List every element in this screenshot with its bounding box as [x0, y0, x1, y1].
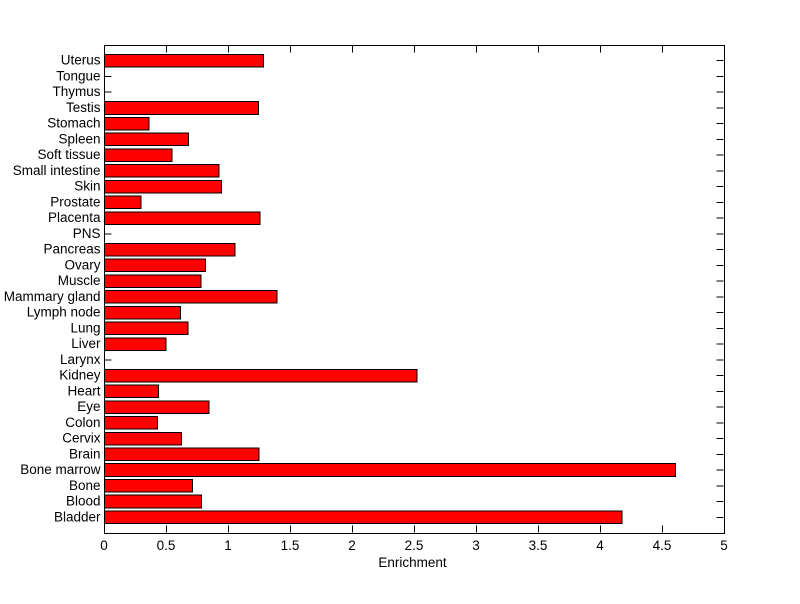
svg-text:Soft tissue: Soft tissue — [37, 147, 100, 162]
svg-text:Ovary: Ovary — [64, 257, 100, 272]
svg-text:Liver: Liver — [71, 336, 101, 351]
svg-text:4.5: 4.5 — [653, 538, 672, 553]
svg-text:Lymph node: Lymph node — [27, 305, 101, 320]
svg-text:0.5: 0.5 — [157, 538, 176, 553]
svg-text:Pancreas: Pancreas — [43, 242, 100, 257]
svg-text:Lung: Lung — [70, 320, 100, 335]
svg-text:Bone: Bone — [69, 478, 101, 493]
svg-text:Testis: Testis — [66, 100, 101, 115]
svg-text:4: 4 — [596, 538, 604, 553]
svg-text:Thymus: Thymus — [52, 84, 100, 99]
svg-text:Muscle: Muscle — [58, 273, 101, 288]
svg-text:Blood: Blood — [66, 494, 101, 509]
svg-text:Kidney: Kidney — [59, 368, 101, 383]
svg-text:Placenta: Placenta — [48, 210, 101, 225]
svg-text:Bone marrow: Bone marrow — [20, 462, 101, 477]
svg-text:Colon: Colon — [65, 415, 100, 430]
svg-text:1: 1 — [224, 538, 232, 553]
svg-text:Stomach: Stomach — [47, 116, 100, 131]
svg-text:Enrichment: Enrichment — [378, 555, 447, 570]
svg-text:Heart: Heart — [67, 383, 100, 398]
svg-text:Mammary gland: Mammary gland — [4, 289, 101, 304]
svg-text:2: 2 — [348, 538, 356, 553]
svg-text:Bladder: Bladder — [54, 509, 101, 524]
svg-text:Cervix: Cervix — [62, 431, 101, 446]
svg-text:Brain: Brain — [69, 446, 101, 461]
svg-text:0: 0 — [100, 538, 108, 553]
svg-text:Uterus: Uterus — [61, 53, 101, 68]
svg-text:3: 3 — [472, 538, 480, 553]
svg-text:Small intestine: Small intestine — [13, 163, 101, 178]
svg-text:PNS: PNS — [73, 226, 101, 241]
svg-text:Eye: Eye — [77, 399, 100, 414]
svg-text:3.5: 3.5 — [529, 538, 548, 553]
svg-text:Skin: Skin — [74, 179, 100, 194]
svg-text:Prostate: Prostate — [50, 194, 100, 209]
svg-text:5: 5 — [720, 538, 728, 553]
svg-text:Spleen: Spleen — [58, 132, 100, 147]
svg-text:Tongue: Tongue — [56, 69, 100, 84]
svg-text:2.5: 2.5 — [405, 538, 424, 553]
svg-text:1.5: 1.5 — [281, 538, 300, 553]
svg-text:Larynx: Larynx — [60, 352, 101, 367]
